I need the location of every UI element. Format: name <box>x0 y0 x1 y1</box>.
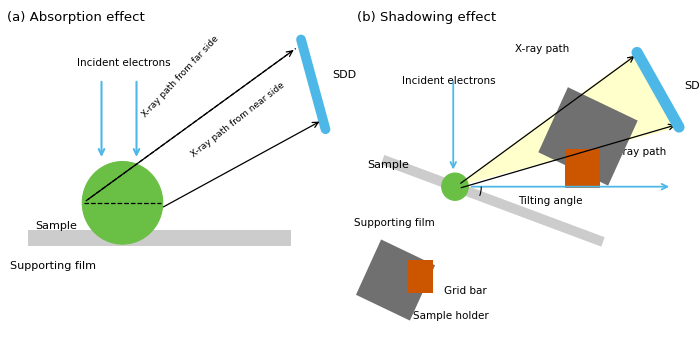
Text: Sample: Sample <box>368 160 409 170</box>
Text: X-ray path from far side: X-ray path from far side <box>140 34 220 119</box>
Text: Tilting angle: Tilting angle <box>518 196 582 206</box>
Text: X-ray path from near side: X-ray path from near side <box>190 80 286 159</box>
Circle shape <box>83 162 162 244</box>
Bar <box>28 230 290 246</box>
Text: (b) Shadowing effect: (b) Shadowing effect <box>357 11 496 24</box>
Polygon shape <box>381 155 605 247</box>
Text: X-ray path: X-ray path <box>612 147 666 157</box>
Text: SDD: SDD <box>332 70 356 80</box>
Polygon shape <box>538 87 638 186</box>
Polygon shape <box>455 52 679 187</box>
Text: Sample holder: Sample holder <box>413 311 489 321</box>
Text: (a) Absorption effect: (a) Absorption effect <box>7 11 145 24</box>
Polygon shape <box>356 239 435 321</box>
Text: Supporting film: Supporting film <box>10 261 97 271</box>
Text: Supporting film: Supporting film <box>354 218 434 228</box>
Text: Incident electrons: Incident electrons <box>77 58 171 68</box>
Text: X-ray path: X-ray path <box>515 44 570 54</box>
Text: SDD: SDD <box>685 81 700 91</box>
Polygon shape <box>566 149 601 188</box>
Text: Sample: Sample <box>35 221 77 231</box>
Text: Grid bar: Grid bar <box>444 286 487 296</box>
Circle shape <box>442 173 468 200</box>
Polygon shape <box>407 260 433 293</box>
Text: Incident electrons: Incident electrons <box>402 76 496 86</box>
